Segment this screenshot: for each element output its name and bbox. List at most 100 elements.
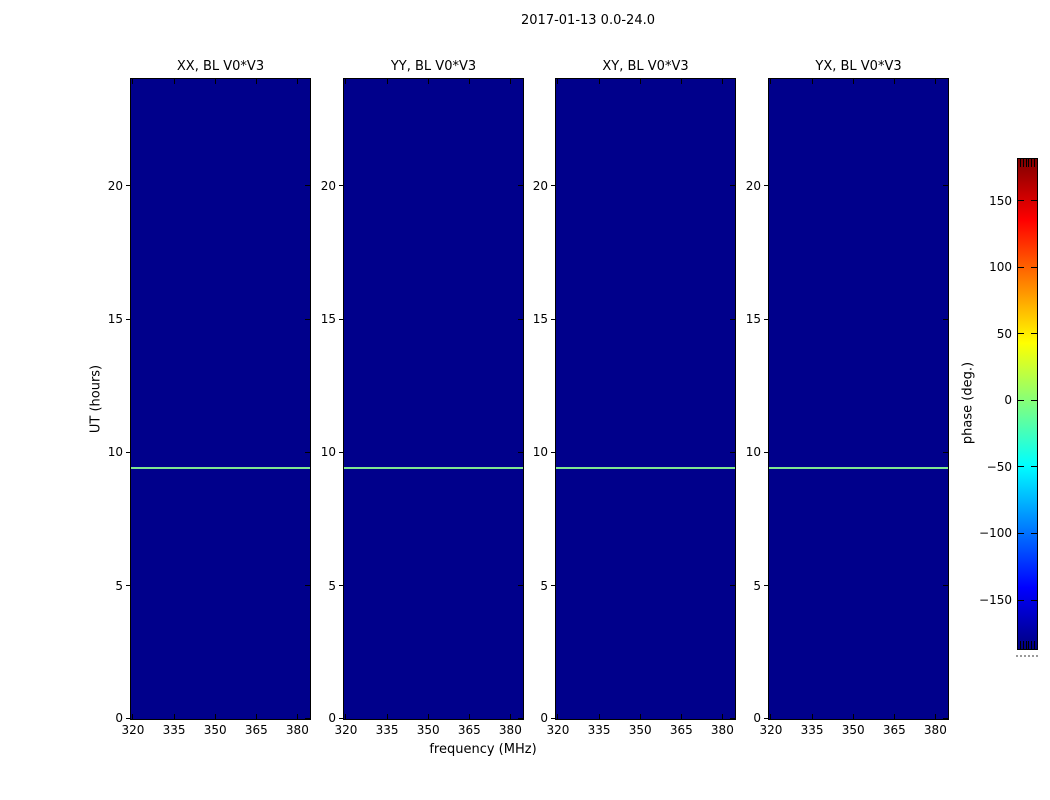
colorbar-minor-tick bbox=[1022, 641, 1024, 649]
x-tick-label: 365 bbox=[244, 723, 268, 737]
colorbar-dotted-edge bbox=[1016, 655, 1038, 657]
x-tick-label: 350 bbox=[203, 723, 227, 737]
x-tick-label: 380 bbox=[285, 723, 309, 737]
x-tick-mark bbox=[811, 79, 813, 84]
y-tick-mark bbox=[730, 318, 735, 320]
y-tick-mark bbox=[126, 717, 131, 719]
y-tick-mark bbox=[551, 318, 556, 320]
y-tick-mark bbox=[551, 585, 556, 587]
y-tick-mark bbox=[305, 585, 310, 587]
x-tick-mark bbox=[680, 714, 682, 719]
colorbar-minor-tick bbox=[1025, 159, 1027, 167]
y-tick-mark bbox=[551, 185, 556, 187]
colorbar-gradient bbox=[1018, 159, 1037, 649]
y-tick-label: 20 bbox=[745, 178, 761, 193]
y-tick-mark bbox=[551, 451, 556, 453]
y-tick-label: 20 bbox=[320, 178, 336, 193]
y-tick-mark bbox=[305, 318, 310, 320]
colorbar-tick-mark bbox=[1031, 200, 1037, 202]
x-tick-mark bbox=[468, 79, 470, 84]
y-tick-mark bbox=[764, 717, 769, 719]
colorbar-minor-tick bbox=[1031, 159, 1033, 167]
y-tick-mark bbox=[339, 451, 344, 453]
y-tick-mark bbox=[305, 451, 310, 453]
y-tick-mark bbox=[518, 185, 523, 187]
y-tick-mark bbox=[943, 185, 948, 187]
y-tick-mark bbox=[126, 451, 131, 453]
y-tick-mark bbox=[305, 185, 310, 187]
x-tick-mark bbox=[427, 79, 429, 84]
x-tick-mark bbox=[680, 79, 682, 84]
colorbar-tick-mark bbox=[1031, 399, 1037, 401]
colorbar-tick-mark bbox=[1031, 333, 1037, 335]
colorbar-tick-mark bbox=[1018, 466, 1024, 468]
x-tick-mark bbox=[598, 79, 600, 84]
x-tick-mark bbox=[132, 79, 134, 84]
y-tick-mark bbox=[764, 451, 769, 453]
y-tick-mark bbox=[518, 451, 523, 453]
colorbar-tick-mark bbox=[1018, 333, 1024, 335]
y-tick-label: 20 bbox=[532, 178, 548, 193]
y-tick-label: 0 bbox=[328, 711, 336, 725]
x-tick-mark bbox=[721, 79, 723, 84]
y-tick-mark bbox=[764, 585, 769, 587]
y-tick-mark bbox=[126, 318, 131, 320]
x-tick-mark bbox=[893, 79, 895, 84]
x-tick-mark bbox=[721, 714, 723, 719]
heatmap-panel bbox=[555, 78, 736, 720]
y-tick-label: 20 bbox=[107, 178, 123, 193]
y-axis-label: UT (hours) bbox=[88, 364, 104, 434]
x-tick-mark bbox=[427, 714, 429, 719]
x-tick-mark bbox=[557, 79, 559, 84]
feature-line bbox=[769, 467, 948, 469]
colorbar-tick-label: −150 bbox=[979, 593, 1012, 608]
panel-title: XX, BL V0*V3 bbox=[176, 59, 265, 74]
colorbar-label: phase (deg.) bbox=[960, 361, 976, 445]
x-tick-label: 350 bbox=[416, 723, 440, 737]
y-tick-label: 10 bbox=[320, 445, 336, 460]
y-tick-mark bbox=[518, 585, 523, 587]
x-tick-mark bbox=[214, 714, 216, 719]
colorbar-tick-label: −100 bbox=[979, 526, 1012, 541]
x-tick-mark bbox=[255, 79, 257, 84]
y-tick-label: 0 bbox=[753, 711, 761, 725]
panel-title: YX, BL V0*V3 bbox=[815, 59, 902, 74]
colorbar-minor-tick bbox=[1034, 159, 1035, 167]
x-tick-mark bbox=[934, 714, 936, 719]
heatmap-panel bbox=[130, 78, 311, 720]
x-tick-label: 335 bbox=[587, 723, 611, 737]
colorbar bbox=[1017, 158, 1038, 650]
x-tick-label: 335 bbox=[800, 723, 824, 737]
colorbar-tick-mark bbox=[1031, 266, 1037, 268]
x-tick-mark bbox=[770, 714, 772, 719]
x-tick-mark bbox=[255, 714, 257, 719]
y-tick-mark bbox=[943, 451, 948, 453]
y-tick-mark bbox=[305, 717, 310, 719]
colorbar-minor-tick bbox=[1022, 159, 1024, 167]
colorbar-minor-tick bbox=[1020, 159, 1021, 167]
x-tick-label: 335 bbox=[162, 723, 186, 737]
x-tick-mark bbox=[173, 79, 175, 84]
y-tick-mark bbox=[730, 185, 735, 187]
colorbar-tick-label: −50 bbox=[986, 459, 1012, 474]
x-tick-mark bbox=[852, 714, 854, 719]
colorbar-tick-label: 100 bbox=[989, 260, 1012, 275]
colorbar-tick-label: 150 bbox=[989, 193, 1012, 208]
x-tick-mark bbox=[214, 79, 216, 84]
colorbar-tick-mark bbox=[1018, 399, 1024, 401]
x-tick-label: 335 bbox=[375, 723, 399, 737]
y-tick-mark bbox=[126, 585, 131, 587]
y-tick-mark bbox=[730, 451, 735, 453]
x-tick-mark bbox=[509, 79, 511, 84]
y-tick-mark bbox=[339, 185, 344, 187]
x-tick-label: 320 bbox=[759, 723, 783, 737]
y-tick-mark bbox=[943, 717, 948, 719]
colorbar-tick-mark bbox=[1018, 599, 1024, 601]
x-tick-mark bbox=[770, 79, 772, 84]
y-tick-mark bbox=[126, 185, 131, 187]
x-tick-mark bbox=[386, 714, 388, 719]
x-tick-label: 320 bbox=[121, 723, 145, 737]
colorbar-minor-tick bbox=[1028, 159, 1030, 167]
colorbar-minor-tick bbox=[1020, 641, 1021, 649]
